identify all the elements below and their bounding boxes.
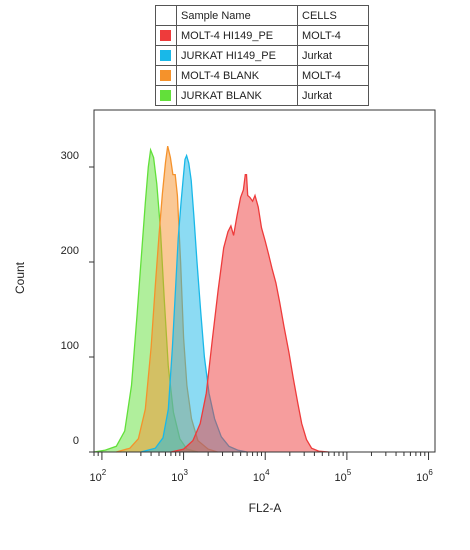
x-tick-label: 106 <box>416 468 433 484</box>
y-tick-label: 200 <box>61 245 79 257</box>
series-area-jurkat-hi149-pe <box>140 155 248 452</box>
legend-swatch-molt4-blank <box>160 70 171 82</box>
x-tick-label: 102 <box>90 468 107 484</box>
y-tick-label: 300 <box>61 150 79 162</box>
legend-row: JURKAT HI149_PE Jurkat <box>155 45 369 66</box>
legend-row: JURKAT BLANK Jurkat <box>155 85 369 106</box>
legend-sample-name: JURKAT BLANK <box>176 85 298 106</box>
x-tick-label: 104 <box>253 468 270 484</box>
series-area-molt-4-blank <box>116 146 218 452</box>
series-area-molt-4-hi149-pe <box>170 174 329 452</box>
x-tick-label: 103 <box>171 468 188 484</box>
x-axis-label: FL2-A <box>249 501 282 515</box>
x-tick-label: 105 <box>335 468 352 484</box>
legend-header-row: Sample Name CELLS <box>155 5 369 26</box>
legend-cells: Jurkat <box>297 45 369 66</box>
legend-sample-name: MOLT-4 BLANK <box>176 65 298 86</box>
y-tick-label: 0 <box>73 435 79 447</box>
legend-table: Sample Name CELLS MOLT-4 HI149_PE MOLT-4… <box>155 5 369 106</box>
y-tick-label: 100 <box>61 340 79 352</box>
series-area-jurkat-blank <box>94 149 198 452</box>
legend-row: MOLT-4 BLANK MOLT-4 <box>155 65 369 86</box>
legend-swatch-jurkat-pe <box>160 50 171 62</box>
legend-row: MOLT-4 HI149_PE MOLT-4 <box>155 25 369 46</box>
legend-cells: Jurkat <box>297 85 369 106</box>
legend-swatch-jurkat-blank <box>160 90 171 102</box>
y-axis-label: Count <box>13 261 27 294</box>
legend-swatch-molt4-pe <box>160 30 171 42</box>
series-line-molt-4-hi149-pe <box>170 173 329 453</box>
plot-frame <box>93 109 436 453</box>
